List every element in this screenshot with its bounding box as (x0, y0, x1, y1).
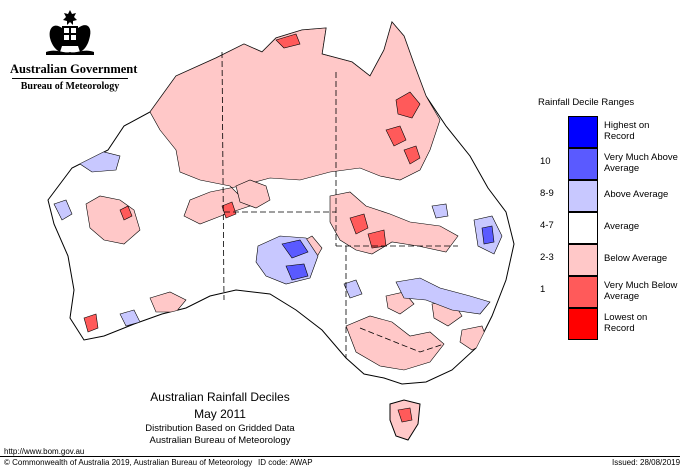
region-very-much-above-center2 (285, 263, 309, 281)
government-title: Australian Government (10, 62, 138, 76)
region-very-much-below-tas (397, 407, 413, 423)
border-wa (221, 51, 225, 301)
region-very-much-above-east (481, 225, 495, 245)
region-very-much-below-top (275, 33, 301, 49)
map-note-bureau: Australian Bureau of Meteorology (149, 435, 291, 446)
legend-swatch-above (568, 180, 598, 212)
legend-range-average: 4-7 (540, 220, 554, 231)
legend-range-below: 2-3 (540, 252, 554, 263)
legend-label-above: Above Average (604, 189, 669, 200)
coat-of-arms-icon (46, 10, 94, 55)
issued-date: Issued: 28/08/2019 (612, 458, 680, 467)
map-period: May 2011 (194, 407, 246, 421)
border-nsw-vic (359, 327, 445, 353)
legend-label-very-much-above: Very Much Above Average (604, 152, 678, 174)
region-very-much-below-wa (119, 205, 133, 221)
region-very-much-below-gulf (385, 125, 407, 147)
legend-swatch-average (568, 212, 598, 244)
copyright-text: © Commonwealth of Australia 2019, Austra… (4, 458, 253, 467)
id-code: ID code: AWAP (258, 458, 313, 467)
region-very-much-below-cape (395, 91, 421, 119)
legend-title: Rainfall Decile Ranges (538, 97, 635, 108)
region-below-average-center (235, 179, 271, 209)
region-above-average-wa-west (53, 199, 73, 221)
region-above-average-qld-east (431, 203, 449, 219)
region-very-much-below-qld1 (403, 145, 421, 165)
region-below-average-wa-south (149, 291, 187, 313)
region-very-much-above-center1 (281, 239, 309, 259)
legend-swatch-very-much-above (568, 148, 598, 180)
website-link[interactable]: http://www.bom.gov.au (4, 447, 85, 456)
legend-swatch-very-much-below (568, 276, 598, 308)
region-below-average-qld (329, 191, 459, 255)
map-note-distribution: Distribution Based on Gridded Data (145, 423, 295, 434)
region-very-much-below-sw (83, 313, 99, 333)
footer-divider (0, 456, 680, 457)
legend-label-lowest: Lowest on Record (604, 312, 648, 334)
legend-swatch-below (568, 244, 598, 276)
legend-label-average: Average (604, 221, 640, 232)
legend-range-above: 8-9 (540, 188, 554, 199)
region-above-average-south (395, 277, 491, 315)
legend-label-very-much-below: Very Much Below Average (604, 280, 678, 302)
legend-swatch-lowest (568, 308, 598, 340)
region-very-much-below-center (221, 201, 237, 219)
region-above-average-sa (343, 279, 363, 299)
legend-range-very-much-above: 10 (540, 156, 551, 167)
bureau-title: Bureau of Meteorology (20, 81, 120, 92)
region-below-average-se (345, 315, 445, 371)
region-very-much-below-qld2 (349, 213, 369, 235)
legend-label-highest: Highest on Record (604, 120, 650, 142)
legend-label-below: Below Average (604, 253, 668, 264)
map-title: Australian Rainfall Deciles (150, 390, 290, 404)
legend-range-very-much-below: 1 (540, 284, 546, 295)
legend-swatch-highest (568, 116, 598, 148)
header-divider (12, 78, 128, 79)
